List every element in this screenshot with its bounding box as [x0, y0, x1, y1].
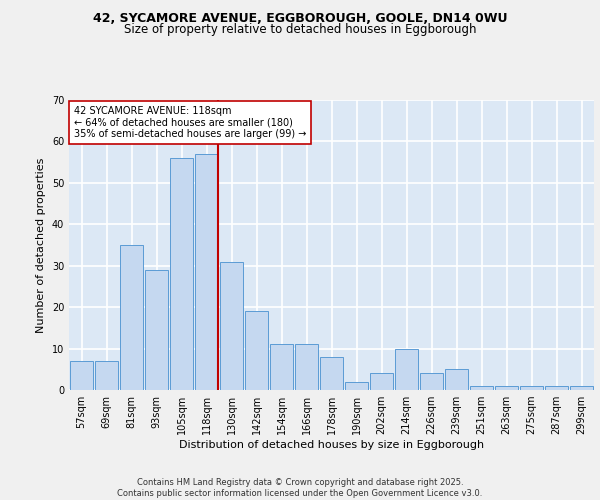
Text: 42 SYCAMORE AVENUE: 118sqm
← 64% of detached houses are smaller (180)
35% of sem: 42 SYCAMORE AVENUE: 118sqm ← 64% of deta…	[74, 106, 307, 139]
Bar	[270, 344, 293, 390]
Bar	[120, 245, 143, 390]
Bar	[345, 382, 368, 390]
Bar	[545, 386, 568, 390]
Bar	[420, 374, 443, 390]
Bar	[470, 386, 493, 390]
Bar	[95, 361, 118, 390]
Bar	[245, 312, 268, 390]
Bar	[570, 386, 593, 390]
Bar	[395, 348, 418, 390]
Text: Size of property relative to detached houses in Eggborough: Size of property relative to detached ho…	[124, 22, 476, 36]
Bar	[195, 154, 218, 390]
Bar	[445, 370, 468, 390]
Bar	[70, 361, 93, 390]
Bar	[295, 344, 318, 390]
Bar	[170, 158, 193, 390]
Bar	[495, 386, 518, 390]
Text: 42, SYCAMORE AVENUE, EGGBOROUGH, GOOLE, DN14 0WU: 42, SYCAMORE AVENUE, EGGBOROUGH, GOOLE, …	[93, 12, 507, 26]
Bar	[320, 357, 343, 390]
X-axis label: Distribution of detached houses by size in Eggborough: Distribution of detached houses by size …	[179, 440, 484, 450]
Bar	[220, 262, 243, 390]
Bar	[370, 374, 393, 390]
Text: Contains HM Land Registry data © Crown copyright and database right 2025.
Contai: Contains HM Land Registry data © Crown c…	[118, 478, 482, 498]
Bar	[145, 270, 168, 390]
Bar	[520, 386, 543, 390]
Y-axis label: Number of detached properties: Number of detached properties	[36, 158, 46, 332]
